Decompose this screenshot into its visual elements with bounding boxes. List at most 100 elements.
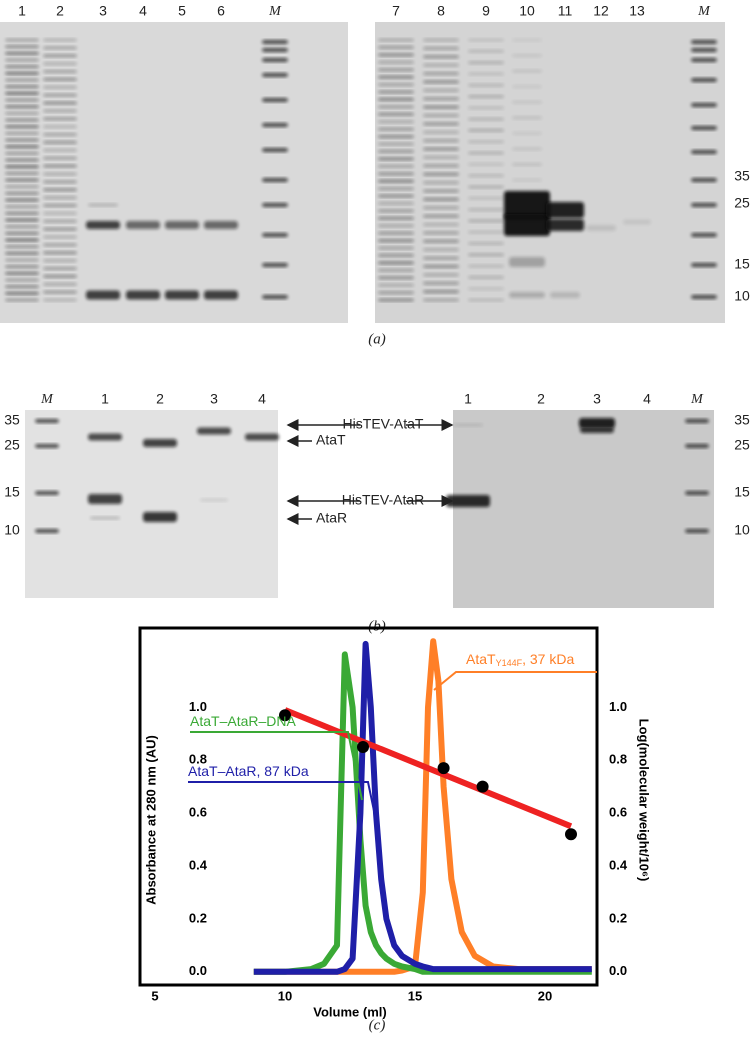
gel-band (5, 171, 39, 175)
gel-band (550, 292, 580, 298)
y-tick-label: 0.6 (189, 805, 207, 820)
gel-band (5, 211, 39, 215)
gel-band (88, 433, 122, 441)
gel-b-right (453, 410, 714, 608)
gel-band (43, 101, 77, 105)
gel-band (512, 38, 542, 42)
gel-band (468, 95, 504, 99)
lane-label: 9 (482, 3, 490, 19)
series-line (283, 707, 573, 830)
chart: 5 10 15 20 0.0 0.2 0.4 0.6 0.8 1.0 0.0 0.2 0.4 0.6 0.8… (143, 638, 652, 1033)
gel-band (509, 292, 545, 298)
lane-label: 15 (734, 256, 750, 272)
gel-band (512, 85, 542, 89)
gel-band (143, 512, 177, 522)
lane-label: 7 (392, 3, 400, 19)
gel-band (43, 70, 77, 74)
gel-band (378, 60, 414, 64)
gel-band (5, 198, 39, 202)
gel-band (43, 188, 77, 192)
gel-band (262, 123, 288, 127)
series-line (253, 638, 592, 975)
gel-band (512, 100, 542, 104)
gel-band (43, 77, 77, 81)
gel-band (423, 139, 459, 143)
gel-band (43, 93, 77, 97)
gel-band (378, 90, 414, 94)
marker-label: 15 (4, 484, 20, 500)
gel-band (5, 178, 39, 182)
gel-band (43, 164, 77, 168)
gel-band (378, 157, 414, 161)
gel-band (378, 38, 414, 42)
gel-band (378, 268, 414, 272)
gel-band (423, 164, 459, 168)
gel-band (262, 48, 288, 52)
gel-band (468, 219, 504, 223)
gel-band (691, 233, 717, 237)
gel-band (43, 266, 77, 270)
y2-tick-label: 0.0 (609, 963, 627, 978)
gel-band (43, 235, 77, 239)
gel-band (262, 73, 288, 77)
lane-label: M (697, 4, 711, 19)
gel-band (262, 233, 288, 237)
gel-band (43, 38, 77, 42)
lane-label: M (40, 392, 54, 407)
y2-tick-label: 0.4 (609, 857, 628, 872)
gel-band (5, 265, 39, 269)
gel-band (468, 106, 504, 110)
gel-band (165, 221, 199, 229)
lane-label: 1 (464, 391, 472, 407)
gel-band (378, 291, 414, 295)
gel-band (691, 203, 717, 207)
x-tick-label: 15 (408, 988, 422, 1003)
gel-band (262, 295, 288, 299)
gel-band (504, 191, 550, 219)
y2-tick-label: 0.2 (609, 910, 627, 925)
gel-band (378, 75, 414, 79)
gel-band (378, 120, 414, 124)
gel-band (43, 203, 77, 207)
gel-band (378, 127, 414, 131)
gel-band (423, 113, 459, 117)
gel-band (43, 180, 77, 184)
gel-band (423, 231, 459, 235)
gel-band (691, 48, 717, 52)
gel-band (378, 261, 414, 265)
y-tick-label: 0.0 (189, 963, 207, 978)
lane-label: 10 (519, 3, 535, 19)
gel-band (423, 223, 459, 227)
gel-band (468, 287, 504, 291)
gel-band (423, 147, 459, 151)
y2-tick-label: 1.0 (609, 699, 627, 714)
gel-band (378, 209, 414, 213)
y-tick-label: 0.4 (189, 857, 208, 872)
gel-band (43, 227, 77, 231)
gel-band (35, 444, 59, 448)
gel-band (423, 63, 459, 67)
lane-label: 6 (217, 3, 225, 19)
data-point (437, 762, 450, 775)
gel-band (88, 203, 118, 207)
gel-band (468, 117, 504, 121)
annotation: AtaT–AtaR–DNA (190, 713, 296, 729)
annotation-leader (188, 781, 379, 831)
lane-label: 4 (643, 391, 651, 407)
gel-band (86, 221, 120, 229)
gel-band (512, 131, 542, 135)
gel-band (262, 40, 288, 44)
gel-band (378, 149, 414, 153)
gel-band (579, 418, 615, 428)
gel-band (378, 239, 414, 243)
gel-band (378, 53, 414, 57)
gel-band (378, 216, 414, 220)
gel-band (423, 72, 459, 76)
gel-band (43, 140, 77, 144)
gel-band (204, 221, 238, 229)
gel-band (378, 253, 414, 257)
gel-band (685, 444, 709, 448)
marker-label: 35 (4, 412, 20, 428)
annotation-part: AtaT–AtaR–DNA (190, 713, 296, 729)
